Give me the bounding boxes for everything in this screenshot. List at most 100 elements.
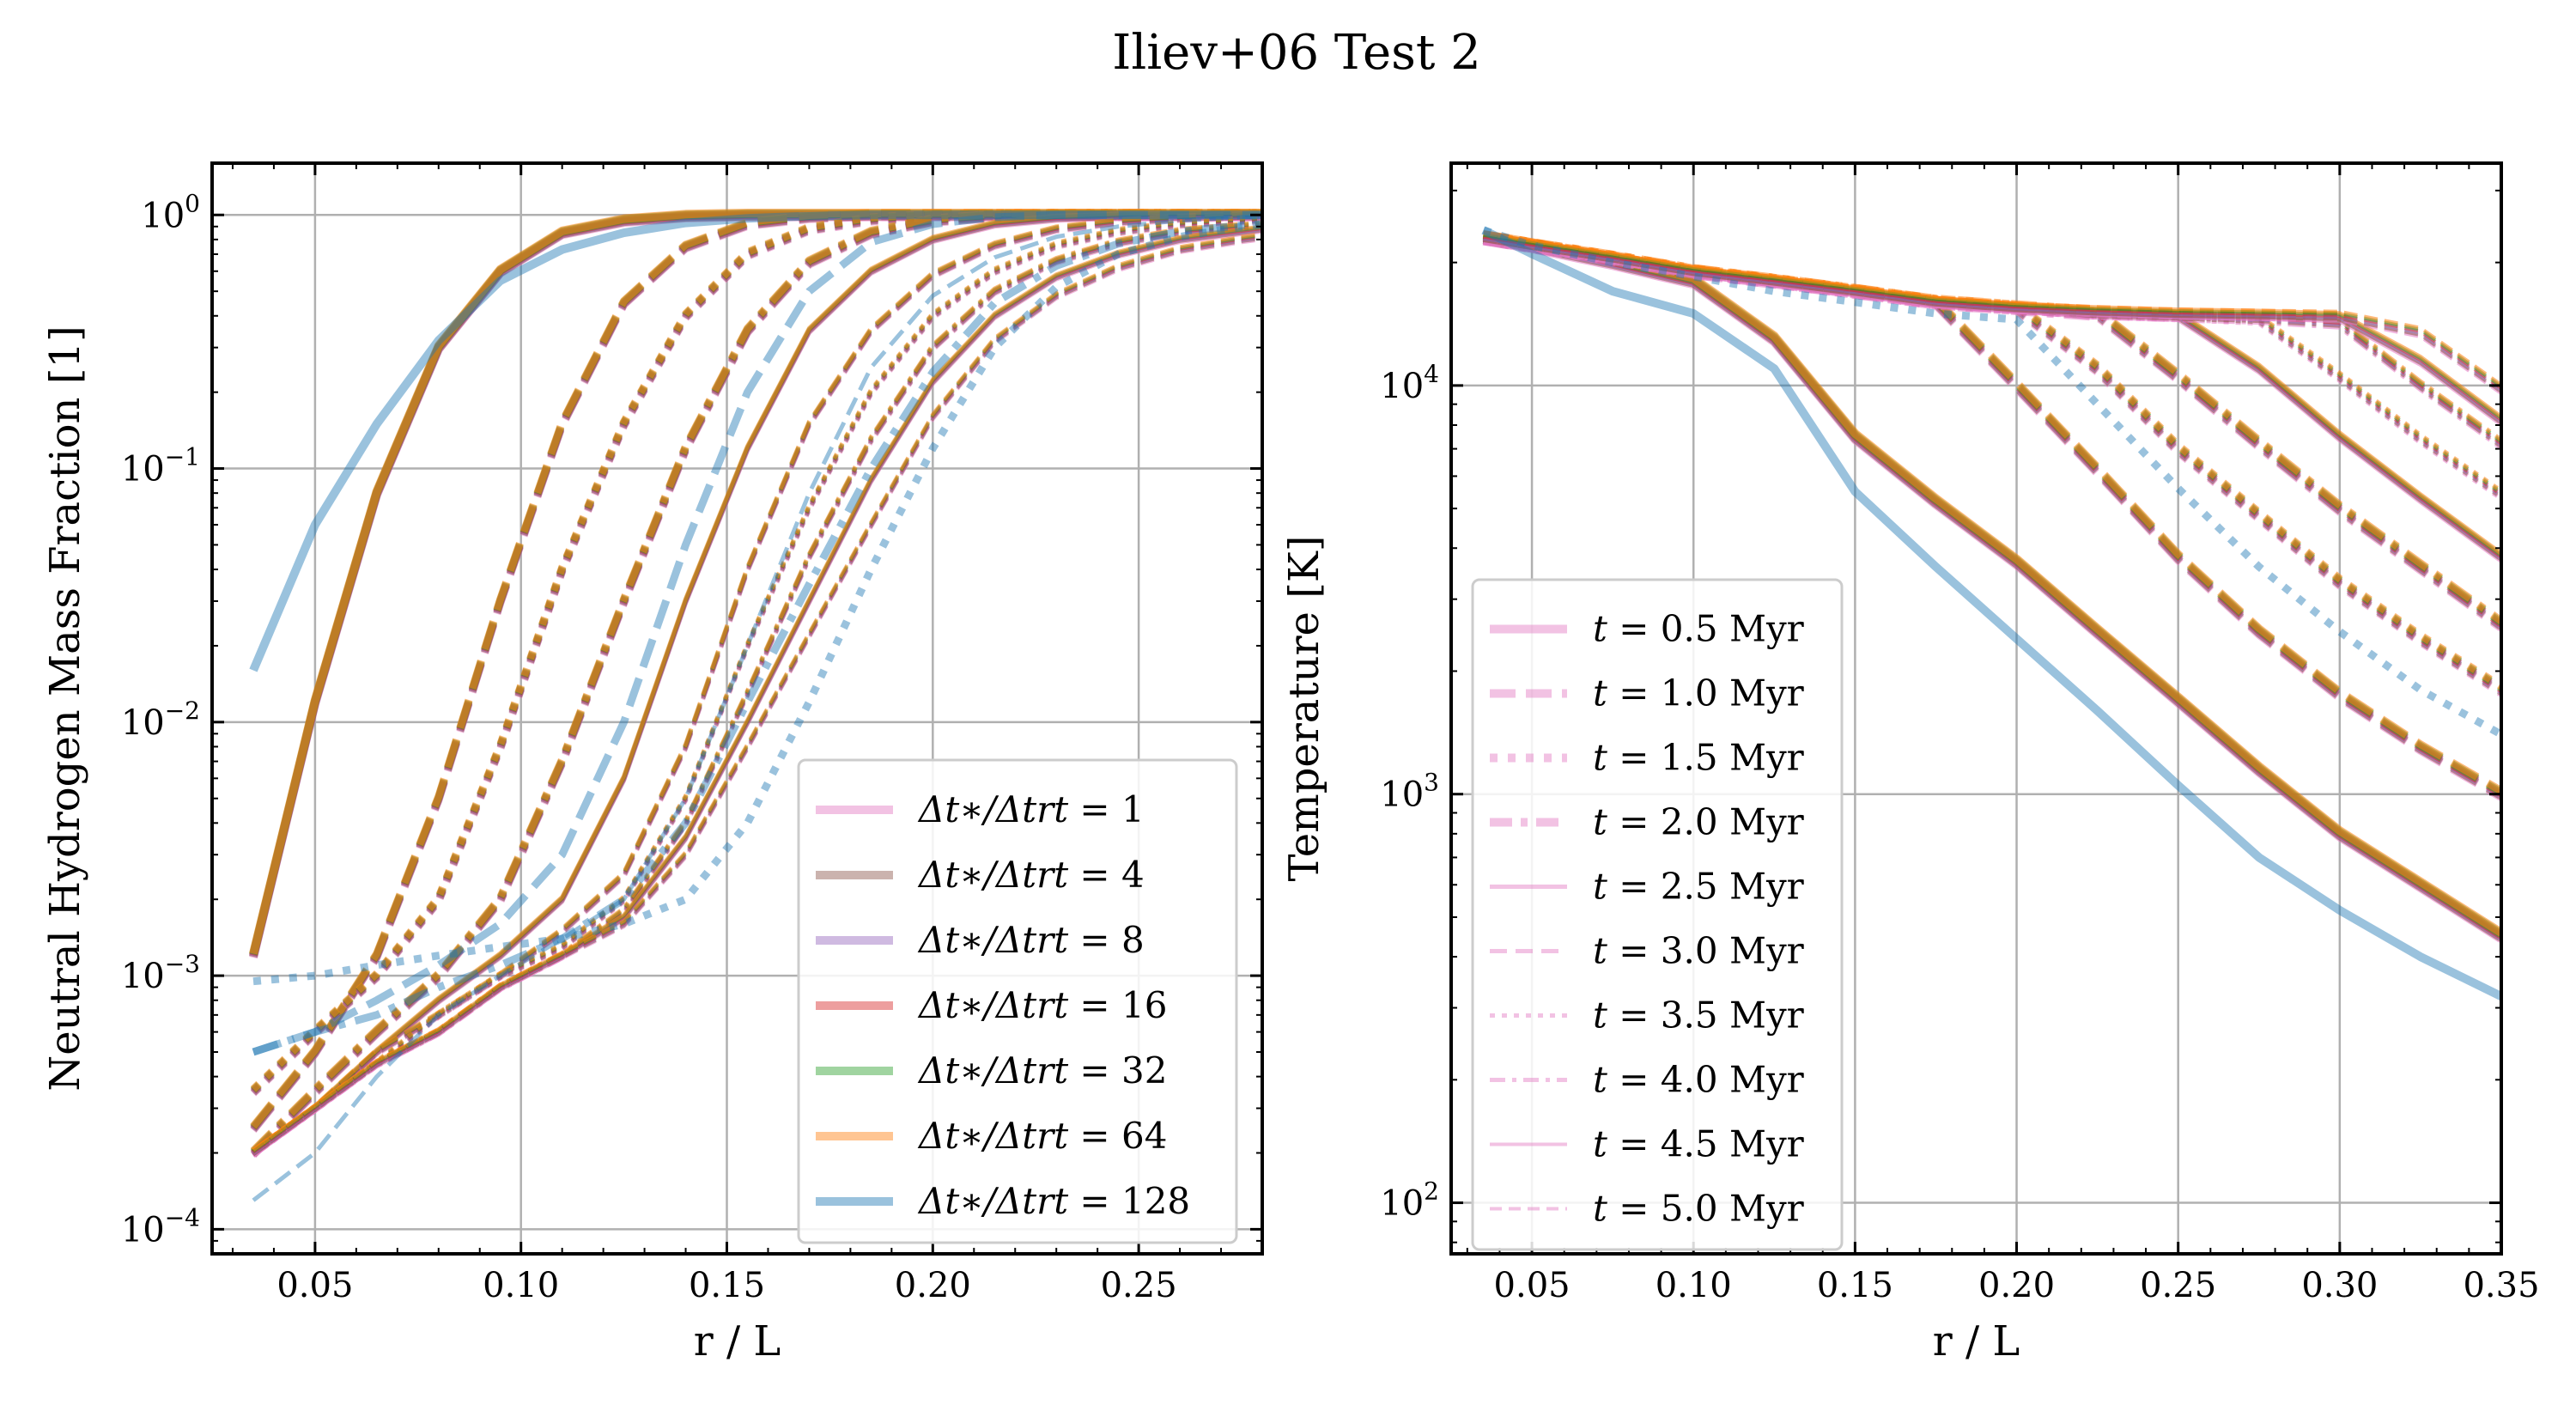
y-tick-base: 10 [1380,1184,1424,1224]
legend-lhs: t [1593,994,1607,1037]
legend-lhs: t [1593,1123,1607,1165]
y-tick-base: 10 [121,1210,165,1250]
y-tick-base: 10 [141,196,185,235]
axes-frame [1449,161,2503,1256]
series-line [252,232,1262,1152]
x-tick-label: 0.20 [895,1266,971,1305]
legend-lhs: t [1593,608,1607,650]
legend-equals: = [1068,1049,1121,1092]
legend-entry: t = 5.0 Myr [1593,1188,1805,1230]
series-line [1483,231,2501,556]
legend-value: 2.0 Myr [1661,801,1805,843]
legend-equals: = [1607,672,1661,715]
x-tick-label: 0.25 [1101,1266,1177,1305]
legend-lhs: t [1593,801,1607,843]
y-tick-exponent: −4 [165,1203,200,1232]
x-axis-label: r / L [1933,1317,2020,1365]
legend-entry: Δt∗/Δtrt = 4 [917,854,1145,896]
legend-value: 32 [1121,1049,1167,1092]
legend-lhs: t [1593,737,1607,779]
legend-lhs: t [1593,672,1607,715]
y-tick-base: 10 [121,450,165,490]
legend-lhs: Δt∗/Δtrt [917,1180,1068,1222]
legend-entry: t = 1.5 Myr [1593,737,1805,779]
x-tick-label: 0.30 [2301,1266,2378,1305]
y-tick-label: 10−1 [121,443,200,490]
legend-entry: Δt∗/Δtrt = 128 [917,1180,1190,1222]
legend-entry: t = 4.5 Myr [1593,1123,1805,1165]
legend-value: 4.0 Myr [1661,1059,1805,1101]
legend-equals: = [1068,1115,1121,1157]
x-tick-label: 0.15 [1817,1266,1893,1305]
y-tick-label: 103 [1380,769,1439,815]
y-tick-label: 10−3 [121,950,200,996]
legend-value: 1.5 Myr [1661,737,1805,779]
legend-equals: = [1068,984,1121,1026]
series-line-dt128 [1482,226,2501,739]
y-tick-exponent: −2 [165,696,200,725]
y-axis-label: Temperature [K] [1280,535,1328,881]
y-tick-base: 10 [1380,367,1424,406]
series-line [1482,230,2501,624]
series-line [1483,240,2501,501]
series-line [1483,231,2501,386]
legend-entry: Δt∗/Δtrt = 1 [917,788,1145,830]
legend-value: 16 [1121,984,1167,1026]
legend-entry: Δt∗/Δtrt = 32 [917,1049,1167,1092]
series-line-dt128 [252,215,1262,1202]
panel-neutral-fraction: 0.05 0.10 0.15 0.20 0.2510−410−310−210−1100r… [41,161,1264,1365]
series-line-dt128 [1481,226,2501,1000]
y-tick-exponent: 0 [185,189,200,217]
y-tick-base: 10 [121,957,165,996]
legend-entry: t = 2.0 Myr [1593,801,1805,843]
x-tick-label: 0.15 [689,1266,765,1305]
legend-value: 8 [1121,919,1145,961]
legend-entry: Δt∗/Δtrt = 64 [917,1115,1167,1157]
legend-equals: = [1607,994,1661,1037]
legend-lhs: t [1593,866,1607,908]
legend-equals: = [1607,866,1661,908]
y-tick-exponent: −1 [165,443,200,471]
legend-equals: = [1607,930,1661,972]
legend-entry: t = 1.0 Myr [1593,672,1805,715]
legend-equals: = [1607,737,1661,779]
legend-entry: Δt∗/Δtrt = 8 [917,919,1145,961]
series-line [1483,234,2501,558]
series-line [252,210,1262,1152]
series-line [250,209,1262,1129]
y-tick-label: 102 [1380,1177,1439,1224]
y-tick-exponent: 4 [1424,360,1439,388]
x-tick-label: 0.10 [1656,1266,1732,1305]
series-group [249,209,1262,1202]
series-line-dt128 [252,210,1262,1056]
legend-value: 1.0 Myr [1661,672,1805,715]
y-tick-label: 104 [1380,360,1439,406]
y-tick-label: 10−4 [121,1203,200,1250]
legend-value: 1 [1121,788,1145,830]
legend-lhs: t [1593,1059,1607,1101]
y-axis-label: Neutral Hydrogen Mass Fraction [1] [41,325,89,1091]
legend-value: 64 [1121,1115,1167,1157]
legend-value: 4 [1121,854,1145,896]
y-tick-exponent: −3 [165,950,200,978]
legend-lhs: t [1593,930,1607,972]
legend-value: 5.0 Myr [1661,1188,1805,1230]
legend-lhs: Δt∗/Δtrt [917,919,1068,961]
series-line [1483,238,2501,393]
legend-entry: t = 0.5 Myr [1593,608,1805,650]
x-tick-label: 0.10 [483,1266,559,1305]
x-tick-label: 0.25 [2140,1266,2216,1305]
legend-entry: t = 4.0 Myr [1593,1059,1805,1101]
y-tick-base: 10 [121,703,165,743]
legend: Δt∗/Δtrt = 1Δt∗/Δtrt = 4Δt∗/Δtrt = 8Δt∗/… [797,758,1238,1244]
legend-equals: = [1068,919,1121,961]
legend-equals: = [1607,1059,1661,1101]
legend-entry: Δt∗/Δtrt = 16 [917,984,1167,1026]
series-line [1483,236,2501,560]
legend-lhs: Δt∗/Δtrt [917,984,1068,1026]
legend-equals: = [1068,1180,1121,1222]
series-line [252,215,1262,1152]
